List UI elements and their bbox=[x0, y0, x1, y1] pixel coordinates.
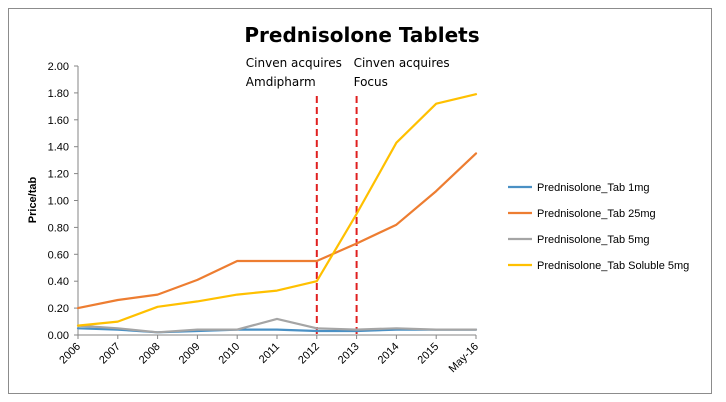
y-tick-label: 0.20 bbox=[48, 303, 69, 315]
y-tick-label: 2.00 bbox=[48, 61, 69, 73]
plot-area: 0.00 0.20 0.40 0.60 0.80 1.00 1.20 1.40 1.60 1.80… bbox=[48, 56, 690, 375]
y-tick-label: 1.20 bbox=[48, 169, 69, 181]
y-tick-label: 1.00 bbox=[48, 196, 69, 208]
x-tick-label: 2007 bbox=[97, 341, 123, 367]
legend-label: Prednisolone_Tab 5mg bbox=[537, 234, 650, 246]
y-tick-label: 1.60 bbox=[48, 115, 69, 127]
y-tick-label: 0.60 bbox=[48, 249, 69, 261]
y-tick-label: 0.40 bbox=[48, 276, 69, 288]
x-tick-label: 2014 bbox=[376, 341, 402, 367]
annotation-label-2013: Focus bbox=[354, 75, 388, 89]
legend-label: Prednisolone_Tab 25mg bbox=[537, 208, 656, 220]
x-tick-label: May-16 bbox=[447, 341, 481, 375]
y-tick-label: 0.00 bbox=[48, 330, 69, 342]
x-tick-label: 2012 bbox=[296, 341, 322, 367]
y-axis-label: Price/tab bbox=[27, 176, 39, 223]
y-tick-label: 1.80 bbox=[48, 88, 69, 100]
annotation-label-2012: Cinven acquires bbox=[246, 56, 342, 70]
x-tick-label: 2010 bbox=[217, 341, 243, 367]
legend-label: Prednisolone_Tab Soluble 5mg bbox=[537, 260, 689, 272]
annotation-label-2013: Cinven acquires bbox=[354, 56, 450, 70]
y-tick-label: 1.40 bbox=[48, 142, 69, 154]
annotation-label-2012: Amdipharm bbox=[246, 75, 316, 89]
x-tick-label: 2013 bbox=[336, 341, 362, 367]
x-tick-label: 2011 bbox=[257, 341, 282, 366]
x-tick-label: 2015 bbox=[416, 341, 442, 367]
x-tick-label: 2008 bbox=[137, 341, 163, 367]
x-tick-label: 2006 bbox=[57, 341, 83, 367]
legend-label: Prednisolone_Tab 1mg bbox=[537, 182, 650, 194]
y-tick-label: 0.80 bbox=[48, 222, 69, 234]
chart-title: Prednisolone Tablets bbox=[244, 23, 479, 47]
series-line-2 bbox=[76, 152, 478, 310]
x-tick-label: 2009 bbox=[177, 341, 203, 367]
series-line-4 bbox=[76, 93, 478, 327]
series-line-3 bbox=[76, 317, 478, 334]
